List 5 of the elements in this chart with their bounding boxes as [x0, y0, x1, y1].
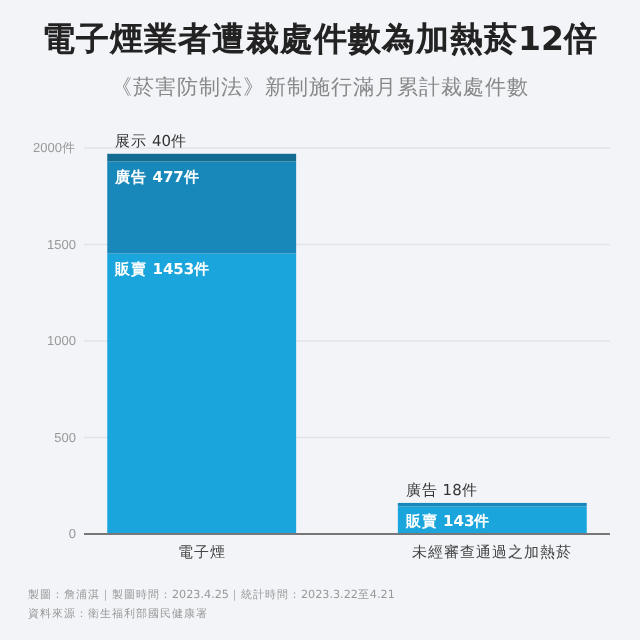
bar	[107, 153, 297, 162]
bar	[107, 161, 297, 254]
bar	[107, 253, 297, 534]
chart-title: 電子煙業者遭裁處件數為加熱菸12倍	[42, 20, 598, 58]
chart-subtitle: 《菸害防制法》新制施行滿月累計裁處件數	[111, 74, 529, 100]
